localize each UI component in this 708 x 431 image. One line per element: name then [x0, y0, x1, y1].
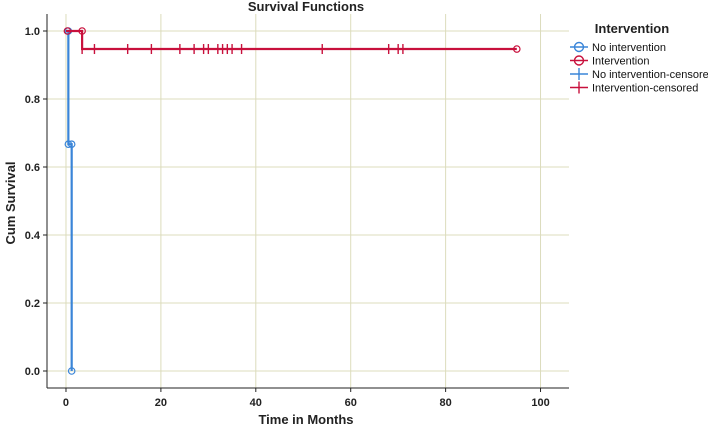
- intervention-event-point: [512, 45, 521, 53]
- legend-label-intervention-censored: Intervention-censored: [592, 83, 698, 95]
- x-tick-label: 80: [439, 397, 451, 409]
- axis-ticks: 0 20 40 60 80 100 0.0 0.2 0.4 0.6 0.8 1.0: [25, 26, 550, 409]
- series-group: [63, 27, 521, 375]
- no-intervention-event-point: [67, 140, 76, 149]
- y-tick-label: 0.0: [25, 366, 40, 378]
- no-intervention-event-point: [67, 367, 76, 375]
- legend-label-no-intervention-censored: No intervention-censored: [592, 69, 708, 81]
- y-tick-label: 1.0: [25, 26, 40, 38]
- intervention-curve: [65, 29, 517, 51]
- legend-marker-no-intervention: [573, 41, 585, 53]
- grid-lines: [47, 14, 569, 388]
- x-tick-label: 20: [155, 397, 167, 409]
- x-tick-label: 40: [250, 397, 262, 409]
- y-tick-label: 0.2: [25, 298, 40, 310]
- legend-label-no-intervention: No intervention: [592, 42, 666, 54]
- x-tick-label: 60: [345, 397, 357, 409]
- y-tick-label: 0.4: [25, 230, 41, 242]
- legend-label-intervention: Intervention: [592, 56, 649, 68]
- legend-title: Intervention: [595, 21, 669, 36]
- y-tick-label: 0.6: [25, 162, 40, 174]
- y-tick-label: 0.8: [25, 94, 40, 106]
- legend: Intervention No intervention Intervention…: [570, 21, 708, 95]
- x-axis-label: Time in Months: [258, 412, 353, 427]
- intervention-event-point: [63, 27, 72, 35]
- x-tick-label: 0: [63, 397, 69, 409]
- legend-marker-intervention: [573, 55, 585, 66]
- x-tick-label: 100: [531, 397, 549, 409]
- chart-title: Survival Functions: [248, 0, 364, 14]
- intervention-event-point: [78, 27, 86, 35]
- plot-area: [47, 14, 569, 388]
- no-intervention-event-point: [64, 140, 73, 149]
- y-axis-label: Cum Survival: [3, 161, 18, 244]
